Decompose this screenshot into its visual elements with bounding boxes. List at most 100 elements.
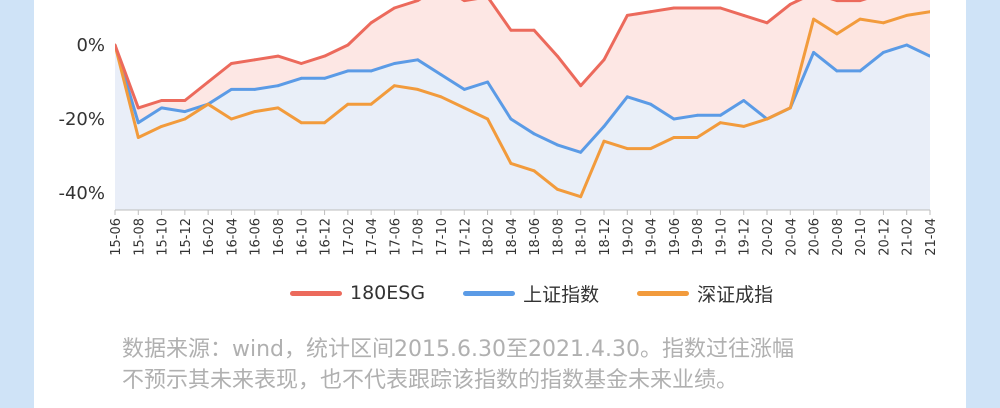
- point-sz: [299, 121, 303, 125]
- legend-label-sz: 深证成指: [697, 283, 774, 306]
- point-sh: [812, 51, 815, 54]
- point-esg: [183, 99, 187, 102]
- point-esg: [206, 80, 210, 84]
- point-sh: [742, 99, 746, 102]
- x-tick-label: 18-02: [482, 218, 497, 256]
- point-esg: [462, 0, 466, 2]
- y-tick-label: -40%: [58, 183, 105, 204]
- x-tick-label: 19-02: [621, 218, 636, 256]
- point-esg: [136, 106, 140, 110]
- point-sz: [719, 121, 722, 125]
- point-sh: [719, 113, 722, 117]
- point-esg: [416, 0, 420, 2]
- x-tick-label: 15-08: [132, 218, 147, 256]
- point-sh: [835, 69, 839, 73]
- point-sh: [556, 143, 559, 147]
- x-tick-label: 18-12: [598, 218, 613, 256]
- point-sh: [928, 54, 930, 58]
- point-esg: [556, 54, 559, 58]
- point-esg: [115, 43, 117, 47]
- legend-swatch-sz: [637, 290, 690, 296]
- point-sz: [788, 106, 792, 110]
- point-sh: [486, 80, 489, 84]
- point-sh: [858, 69, 862, 73]
- point-esg: [509, 28, 513, 32]
- data-source-footnote: 数据来源：wind，统计区间2015.6.30至2021.4.30。指数过往涨幅…: [122, 334, 962, 396]
- x-tick-label: 17-06: [388, 218, 403, 256]
- point-sh: [882, 51, 885, 54]
- x-tick-label: 19-08: [691, 218, 706, 256]
- point-sh: [695, 113, 699, 117]
- line-chart: 0% -20% -40% 15-06 15-08 15-10 15-12 16-02 16-04…: [58, 0, 939, 256]
- point-sz: [649, 147, 652, 151]
- point-sh: [160, 106, 163, 110]
- point-sh: [323, 76, 326, 80]
- point-sz: [625, 147, 629, 151]
- x-tick-label: 18-04: [505, 218, 520, 256]
- point-sz: [486, 117, 489, 121]
- point-esg: [323, 54, 326, 58]
- point-sh: [462, 88, 466, 91]
- point-sz: [346, 102, 350, 106]
- point-esg: [276, 54, 280, 58]
- point-sz: [928, 10, 930, 14]
- point-sz: [742, 125, 746, 128]
- point-esg: [369, 21, 373, 25]
- point-sh: [579, 150, 583, 154]
- x-tick-label: 17-12: [458, 218, 473, 256]
- x-tick-label: 17-04: [365, 218, 380, 256]
- point-sz: [416, 88, 420, 91]
- x-tick-label: 17-08: [412, 218, 427, 256]
- x-tick-label: 16-10: [295, 218, 310, 256]
- x-tick-label: 16-04: [225, 218, 240, 256]
- point-sh: [625, 95, 629, 99]
- point-sz: [765, 117, 769, 121]
- point-sz: [183, 117, 187, 121]
- y-tick-label: -20%: [58, 109, 105, 130]
- point-esg: [579, 84, 583, 88]
- point-esg: [346, 43, 350, 47]
- point-esg: [160, 99, 163, 102]
- x-tick-label: 19-04: [645, 218, 660, 256]
- point-sz: [672, 136, 676, 139]
- line-sz: [115, 10, 930, 199]
- point-sz: [905, 14, 909, 17]
- point-sh: [672, 117, 676, 121]
- point-esg: [742, 14, 746, 17]
- x-tick-label: 17-02: [342, 218, 357, 256]
- x-tick-label: 16-02: [202, 218, 217, 256]
- point-esg: [230, 62, 233, 65]
- point-sh: [136, 121, 140, 125]
- x-tick-label: 20-02: [761, 218, 776, 256]
- point-sz: [602, 139, 606, 143]
- y-tick-label: 0%: [76, 35, 105, 56]
- point-esg: [649, 10, 652, 14]
- point-esg: [788, 2, 792, 6]
- x-tick-label: 15-12: [179, 218, 194, 256]
- x-tick-label: 16-12: [319, 218, 334, 256]
- point-esg: [858, 0, 862, 2]
- footnote-line-2: 不预示其未来表现，也不代表跟踪该指数的指数基金未来业绩。: [122, 368, 739, 393]
- x-tick-label: 18-06: [528, 218, 543, 256]
- x-tick-label: 18-08: [551, 218, 566, 256]
- point-sz: [206, 102, 210, 106]
- point-sh: [299, 76, 303, 80]
- legend-label-sh: 上证指数: [523, 283, 600, 306]
- x-tick-label: 18-10: [575, 218, 590, 256]
- point-sz: [160, 125, 163, 128]
- legend-swatch-sh: [463, 290, 516, 296]
- point-sz: [812, 17, 815, 21]
- point-sz: [136, 136, 140, 139]
- point-sh: [346, 69, 350, 73]
- point-sh: [905, 43, 909, 47]
- point-sh: [393, 62, 396, 65]
- point-sz: [858, 17, 862, 21]
- point-sz: [695, 136, 699, 139]
- x-tick-label: 19-06: [668, 218, 683, 256]
- chart-legend: 180ESG 上证指数 深证成指: [290, 281, 811, 306]
- point-sz: [835, 32, 839, 36]
- point-esg: [625, 14, 629, 17]
- point-sz: [253, 110, 257, 113]
- point-sz: [439, 95, 443, 99]
- point-esg: [695, 6, 699, 10]
